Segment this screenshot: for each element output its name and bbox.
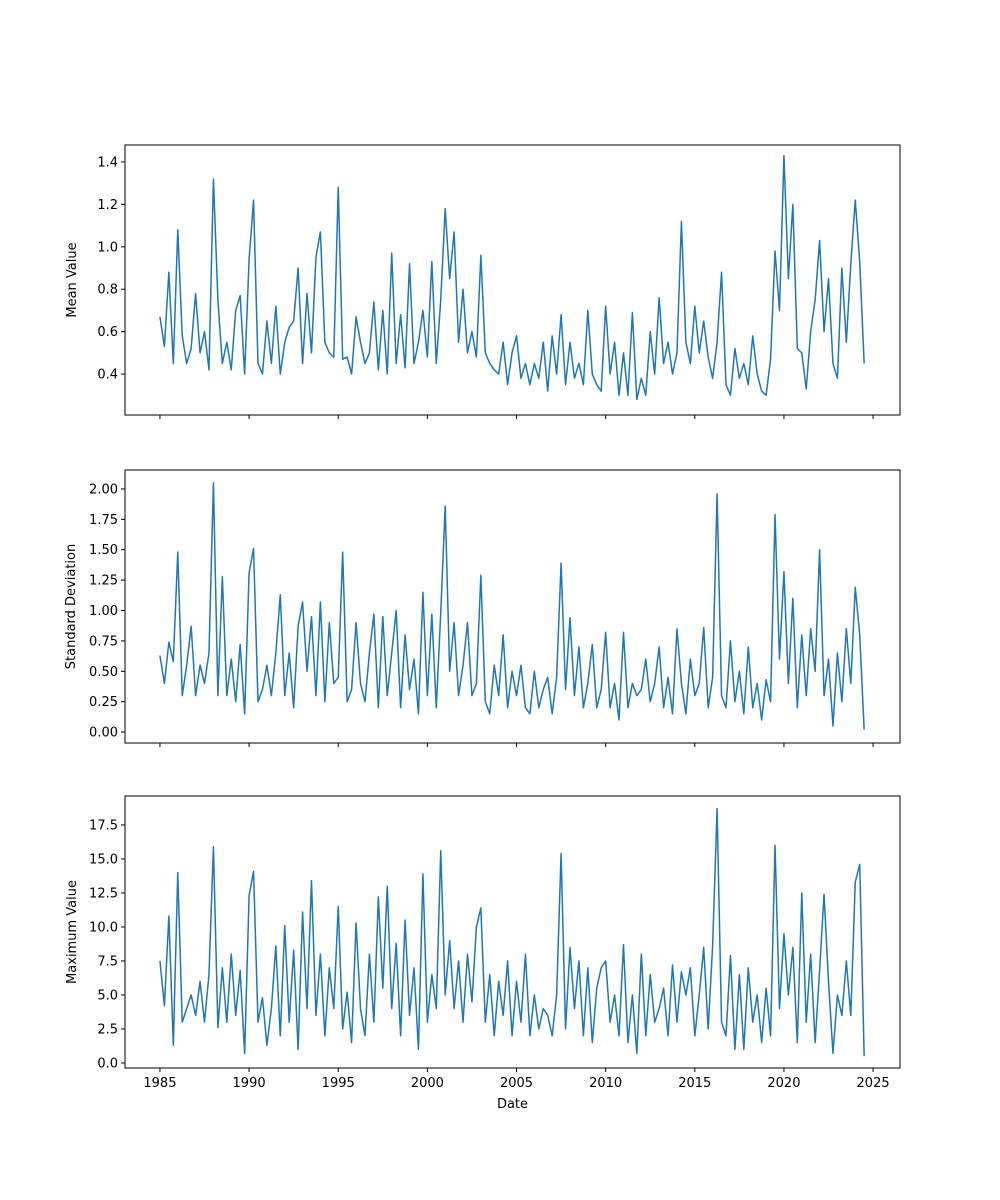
axes-frame — [124, 144, 901, 416]
y-tick-label: 1.2 — [97, 198, 118, 213]
data-line — [159, 807, 865, 1057]
y-tick-label: 17.5 — [89, 818, 118, 833]
x-tick-label: 1990 — [233, 1076, 266, 1091]
x-tick-label: 2010 — [589, 1076, 622, 1091]
y-tick-label: 1.75 — [89, 513, 118, 528]
y-tick-label: 2.5 — [97, 1022, 118, 1037]
data-line — [159, 482, 865, 730]
y-tick-label: 5.0 — [97, 988, 118, 1003]
y-tick-label: 15.0 — [89, 852, 118, 867]
axes-frame — [124, 469, 901, 744]
y-axis-label: Standard Deviation — [64, 544, 79, 669]
x-tick-label: 2020 — [767, 1076, 800, 1091]
y-tick-label: 0.00 — [89, 726, 118, 741]
y-tick-label: 12.5 — [89, 886, 118, 901]
axes-frame — [124, 795, 901, 1069]
x-tick-label: 1985 — [143, 1076, 176, 1091]
y-tick-label: 0.75 — [89, 634, 118, 649]
y-tick-label: 1.00 — [89, 604, 118, 619]
y-tick-label: 1.25 — [89, 574, 118, 589]
y-axis-label: Maximum Value — [65, 880, 80, 984]
y-tick-label: 1.4 — [97, 155, 118, 170]
y-tick-label: 7.5 — [97, 954, 118, 969]
y-tick-label: 0.25 — [89, 695, 118, 710]
x-tick-label: 2000 — [411, 1076, 444, 1091]
y-tick-label: 0.50 — [89, 665, 118, 680]
x-tick-label: 2025 — [857, 1076, 890, 1091]
y-tick-label: 0.0 — [97, 1056, 118, 1071]
y-tick-label: 1.0 — [97, 240, 118, 255]
y-tick-label: 0.4 — [97, 368, 118, 383]
x-tick-label: 2015 — [678, 1076, 711, 1091]
x-tick-label: 2005 — [500, 1076, 533, 1091]
y-tick-label: 2.00 — [89, 482, 118, 497]
data-line — [159, 154, 865, 401]
y-axis-label: Mean Value — [65, 242, 80, 317]
x-axis-label: Date — [497, 1097, 528, 1112]
x-tick-label: 1995 — [322, 1076, 355, 1091]
y-tick-label: 0.8 — [97, 283, 118, 298]
y-tick-label: 1.50 — [89, 543, 118, 558]
y-tick-label: 0.6 — [97, 325, 118, 340]
y-tick-label: 10.0 — [89, 920, 118, 935]
